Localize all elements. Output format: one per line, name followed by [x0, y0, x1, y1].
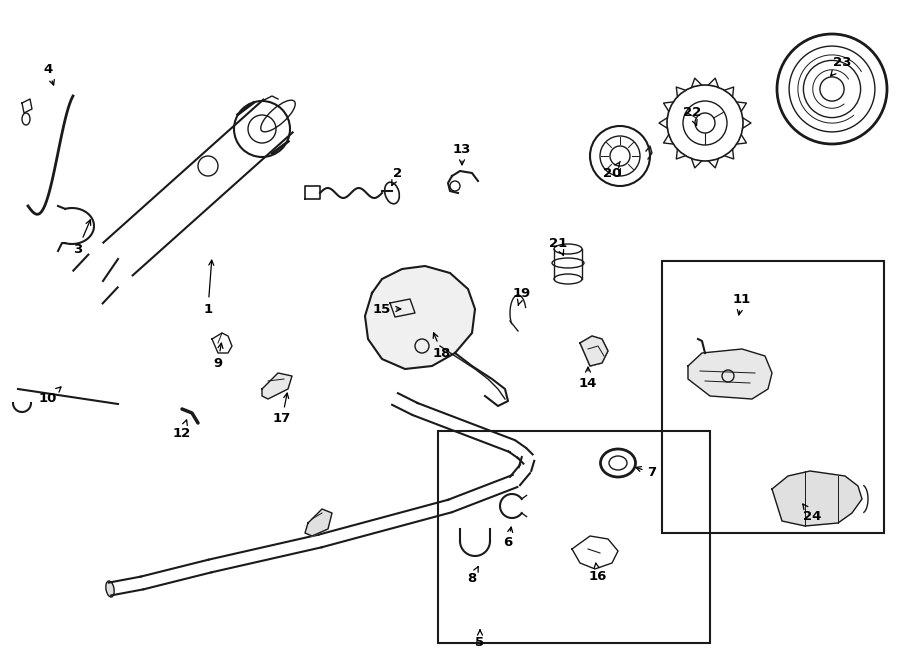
Text: 8: 8 — [467, 566, 478, 586]
Text: 12: 12 — [173, 420, 191, 440]
Text: 7: 7 — [636, 467, 657, 479]
Polygon shape — [305, 509, 332, 536]
Text: 20: 20 — [603, 161, 621, 180]
Text: 3: 3 — [74, 220, 91, 256]
Text: 19: 19 — [513, 286, 531, 305]
Text: 6: 6 — [503, 527, 513, 549]
Text: 16: 16 — [589, 563, 608, 582]
Text: 18: 18 — [433, 333, 451, 360]
Ellipse shape — [261, 100, 295, 132]
Text: 2: 2 — [392, 167, 402, 185]
Text: 22: 22 — [683, 106, 701, 126]
Text: 24: 24 — [803, 504, 821, 522]
Text: 21: 21 — [549, 237, 567, 255]
Polygon shape — [262, 373, 292, 399]
Text: 4: 4 — [43, 63, 54, 85]
Text: 11: 11 — [733, 293, 751, 315]
Text: 17: 17 — [273, 393, 291, 426]
Ellipse shape — [106, 581, 114, 597]
Polygon shape — [580, 336, 608, 366]
Bar — [662, 261, 884, 533]
Text: 5: 5 — [475, 630, 484, 650]
Bar — [438, 431, 710, 643]
Polygon shape — [772, 471, 862, 526]
Text: 9: 9 — [213, 343, 223, 369]
Text: 14: 14 — [579, 367, 598, 389]
Polygon shape — [688, 349, 772, 399]
Ellipse shape — [384, 182, 400, 204]
Polygon shape — [365, 266, 475, 369]
Text: 23: 23 — [831, 56, 851, 76]
Text: 13: 13 — [453, 143, 472, 165]
Text: 10: 10 — [39, 387, 61, 405]
Text: 1: 1 — [203, 260, 214, 315]
Text: 15: 15 — [373, 303, 400, 315]
